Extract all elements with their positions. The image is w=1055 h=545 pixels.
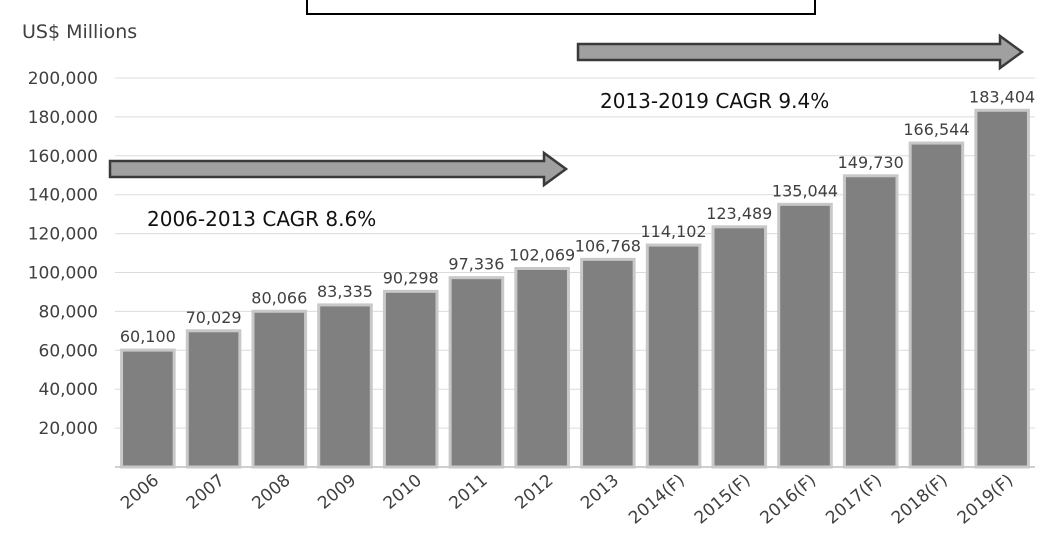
y-tick-label: 180,000: [28, 108, 98, 128]
value-label: 83,335: [317, 282, 373, 301]
y-tick-label: 60,000: [39, 341, 98, 361]
arrow-shape: [576, 33, 1025, 71]
bar: [974, 108, 1030, 469]
value-label: 70,029: [186, 308, 242, 327]
bar: [251, 309, 308, 469]
value-label: 97,336: [448, 255, 504, 274]
bar: [711, 225, 768, 469]
y-tick-label: 20,000: [39, 419, 98, 439]
value-label: 183,404: [969, 87, 1035, 106]
x-tick-label: 2014(F): [625, 471, 689, 529]
y-axis: 20,000 40,000 60,000 80,000 100,000 120,000 14…: [28, 69, 98, 439]
y-tick-label: 120,000: [28, 225, 98, 245]
y-tick-label: 40,000: [39, 380, 98, 400]
cagr-note-2006-2013: 2006-2013 CAGR 8.6%: [147, 207, 376, 231]
value-label: 60,100: [120, 327, 176, 346]
bars: [120, 108, 1030, 469]
cagr-note-2013-2019: 2013-2019 CAGR 9.4%: [600, 89, 829, 113]
x-tick-label: 2011: [446, 471, 492, 514]
bar: [448, 276, 505, 469]
cagr-arrow-2006-2013: [108, 150, 569, 188]
value-label: 149,730: [838, 153, 904, 172]
value-label: 80,066: [251, 288, 307, 307]
bar: [842, 174, 899, 469]
y-tick-label: 160,000: [28, 147, 98, 167]
bar: [185, 329, 242, 469]
value-label: 114,102: [640, 222, 706, 241]
bar: [645, 243, 702, 469]
bar: [908, 141, 965, 469]
value-labels: 60,100 70,029 80,066 83,335 90,298 97,336 102,…: [120, 87, 1035, 346]
x-tick-label: 2010: [380, 471, 426, 514]
value-label: 102,069: [509, 245, 575, 264]
x-tick-label: 2012: [511, 471, 557, 514]
arrow-shape: [108, 150, 569, 188]
x-tick-label: 2013: [577, 471, 623, 514]
bar: [317, 303, 373, 469]
x-tick-label: 2009: [314, 471, 360, 514]
x-tick-label: 2018(F): [888, 471, 952, 529]
bar: [120, 348, 176, 469]
y-tick-label: 140,000: [28, 186, 98, 206]
bar: [580, 257, 636, 469]
value-label: 106,768: [575, 236, 641, 255]
y-tick-label: 100,000: [28, 264, 98, 284]
header-box: [306, 0, 816, 15]
x-tick-label: 2019(F): [954, 471, 1018, 529]
value-label: 90,298: [383, 268, 439, 287]
value-label: 166,544: [903, 120, 969, 139]
unit-label: US$ Millions: [22, 21, 137, 43]
bar: [514, 266, 570, 469]
x-tick-label: 2016(F): [757, 471, 821, 529]
value-label: 135,044: [772, 181, 838, 200]
x-tick-label: 2015(F): [691, 471, 755, 529]
x-tick-label: 2006: [117, 471, 163, 514]
x-tick-label: 2017(F): [822, 471, 886, 529]
bar: [777, 202, 833, 469]
bar: [382, 289, 439, 469]
y-tick-label: 80,000: [39, 302, 98, 322]
x-axis: 2006 2007 2008 2009 2010 2011 2012 2013 2014(F) 2…: [117, 471, 1017, 529]
cagr-arrow-2013-2019: [576, 33, 1025, 71]
x-tick-label: 2008: [249, 471, 295, 514]
y-tick-label: 200,000: [28, 69, 98, 89]
value-label: 123,489: [706, 204, 772, 223]
x-tick-label: 2007: [183, 471, 229, 514]
